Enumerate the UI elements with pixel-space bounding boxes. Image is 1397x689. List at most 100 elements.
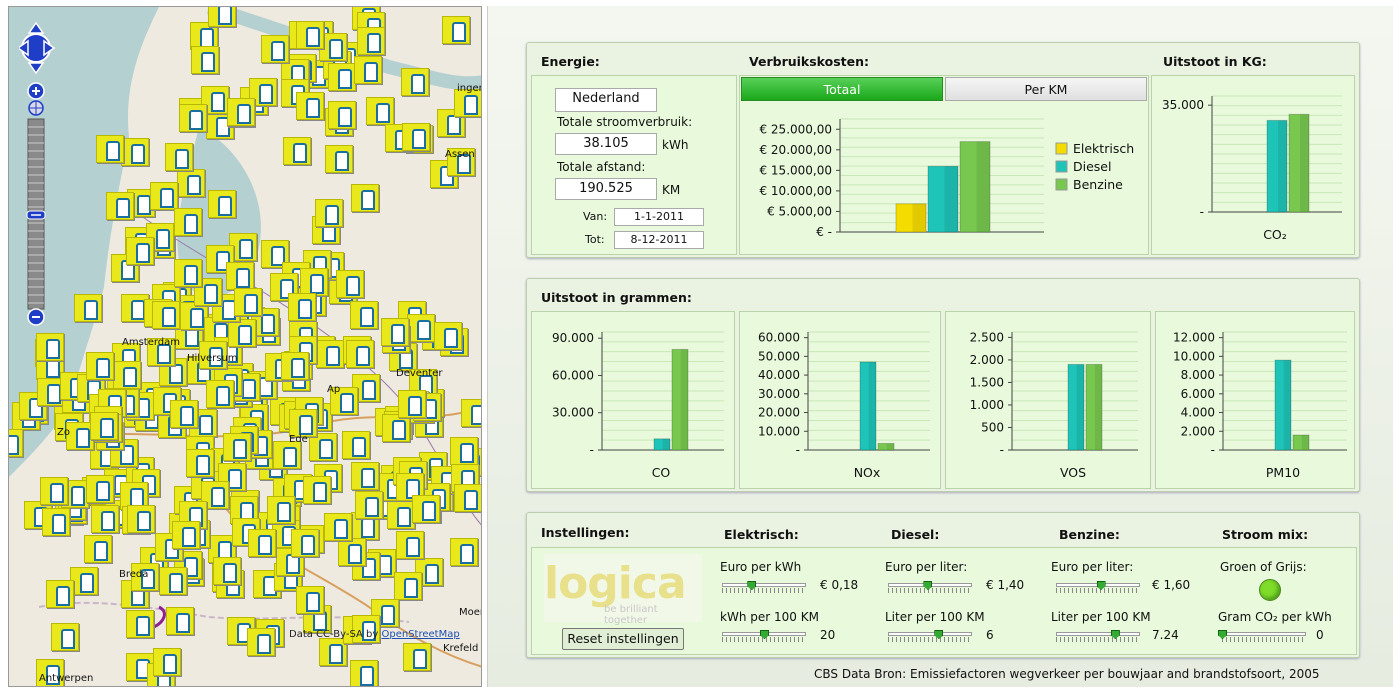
charging-station-marker[interactable] <box>351 461 380 490</box>
charging-station-marker[interactable] <box>9 429 24 458</box>
charging-station-marker[interactable] <box>382 413 411 442</box>
elektrisch-kwh-slider[interactable] <box>722 630 806 642</box>
charging-station-marker[interactable] <box>324 145 353 174</box>
charging-station-marker[interactable] <box>395 530 424 559</box>
charging-station-marker[interactable] <box>365 97 394 126</box>
charging-station-marker[interactable] <box>171 520 200 549</box>
charging-station-marker[interactable] <box>449 437 478 466</box>
charging-station-marker[interactable] <box>177 169 206 198</box>
van-date-field[interactable]: 1-1-2011 <box>614 208 704 226</box>
charging-station-marker[interactable] <box>401 123 430 152</box>
charging-station-marker[interactable] <box>323 512 352 541</box>
elektrisch-euro-slider[interactable] <box>722 581 806 593</box>
charging-station-marker[interactable] <box>207 7 236 28</box>
charging-station-marker[interactable] <box>337 537 366 566</box>
charging-station-marker[interactable] <box>36 332 65 361</box>
charging-station-marker[interactable] <box>296 21 325 50</box>
charging-station-marker[interactable] <box>89 412 118 441</box>
charging-station-marker[interactable] <box>318 638 347 667</box>
charging-station-marker[interactable] <box>441 15 470 44</box>
charging-station-marker[interactable] <box>295 92 324 121</box>
charging-station-marker[interactable] <box>227 319 256 348</box>
charging-station-marker[interactable] <box>174 208 203 237</box>
charging-station-marker[interactable] <box>84 534 113 563</box>
charging-station-marker[interactable] <box>205 244 234 273</box>
charging-station-marker[interactable] <box>282 137 311 166</box>
charging-station-marker[interactable] <box>354 490 383 519</box>
charging-station-marker[interactable] <box>308 432 337 461</box>
charging-station-marker[interactable] <box>370 599 399 628</box>
charging-station-marker[interactable] <box>411 494 440 523</box>
charging-station-marker[interactable] <box>120 138 149 167</box>
charging-station-marker[interactable] <box>350 183 379 212</box>
charging-station-marker[interactable] <box>434 322 463 351</box>
zoom-in-button[interactable] <box>27 82 45 100</box>
charging-station-marker[interactable] <box>153 648 182 677</box>
openstreetmap-link[interactable]: OpenStreetMap <box>381 629 460 640</box>
charging-station-marker[interactable] <box>346 339 374 368</box>
charging-station-marker[interactable] <box>66 422 94 451</box>
charging-station-marker[interactable] <box>41 507 70 536</box>
benzine-euro-slider[interactable] <box>1056 581 1140 593</box>
stroomverbruik-field[interactable]: 38.105 <box>555 133 657 155</box>
slider-thumb[interactable] <box>1096 581 1106 590</box>
charging-station-marker[interactable] <box>169 400 198 429</box>
charging-station-marker[interactable] <box>40 477 69 506</box>
charging-station-marker[interactable] <box>36 658 65 686</box>
slider-thumb[interactable] <box>1218 630 1227 639</box>
charging-station-marker[interactable] <box>302 475 331 504</box>
charging-station-marker[interactable] <box>436 109 465 138</box>
charging-station-marker[interactable] <box>149 181 178 210</box>
charging-station-marker[interactable] <box>453 88 481 117</box>
tot-date-field[interactable]: 8-12-2011 <box>614 231 704 249</box>
tab-per-km[interactable]: Per KM <box>945 77 1147 101</box>
charging-station-marker[interactable] <box>226 98 255 127</box>
map-view[interactable]: Amsterdam Hilversum Deventer Breda Antwe… <box>8 6 482 687</box>
slider-thumb[interactable] <box>1110 630 1120 639</box>
charging-station-marker[interactable] <box>446 147 475 176</box>
charging-station-marker[interactable] <box>191 46 220 75</box>
charging-station-marker[interactable] <box>105 192 134 221</box>
charging-station-marker[interactable] <box>267 495 296 524</box>
charging-station-marker[interactable] <box>350 301 379 330</box>
charging-station-marker[interactable] <box>200 481 229 510</box>
charging-station-marker[interactable] <box>400 67 429 96</box>
charging-station-marker[interactable] <box>272 441 301 470</box>
zoom-world-icon[interactable] <box>28 100 44 116</box>
charging-station-marker[interactable] <box>223 432 252 461</box>
charging-station-marker[interactable] <box>126 610 155 639</box>
charging-station-marker[interactable] <box>295 586 324 615</box>
charging-station-marker[interactable] <box>51 622 80 651</box>
charging-station-marker[interactable] <box>314 199 343 228</box>
charging-station-marker[interactable] <box>147 337 176 366</box>
groen-grijs-toggle[interactable] <box>1259 579 1281 601</box>
charging-station-marker[interactable] <box>179 301 208 330</box>
charging-station-marker[interactable] <box>174 259 203 288</box>
charging-station-marker[interactable] <box>95 135 124 164</box>
charging-station-marker[interactable] <box>291 529 320 558</box>
slider-thumb[interactable] <box>760 630 769 639</box>
charging-station-marker[interactable] <box>186 449 215 478</box>
charging-station-marker[interactable] <box>300 267 329 296</box>
charging-station-marker[interactable] <box>74 293 103 322</box>
charging-station-marker[interactable] <box>356 26 385 55</box>
slider-thumb[interactable] <box>934 630 944 639</box>
pan-up-icon[interactable] <box>27 21 45 34</box>
pan-left-icon[interactable] <box>16 39 29 57</box>
charging-station-marker[interactable] <box>85 475 114 504</box>
charging-station-marker[interactable] <box>146 223 175 252</box>
charging-station-marker[interactable] <box>327 101 356 130</box>
charging-station-marker[interactable] <box>159 566 188 595</box>
charging-station-marker[interactable] <box>199 341 228 370</box>
charging-station-marker[interactable] <box>393 571 422 600</box>
slider-thumb[interactable] <box>923 581 933 590</box>
charging-station-marker[interactable] <box>166 606 195 635</box>
charging-station-marker[interactable] <box>70 567 99 595</box>
charging-station-marker[interactable] <box>125 236 154 265</box>
charging-station-marker[interactable] <box>342 430 371 459</box>
charging-station-marker[interactable] <box>247 627 276 656</box>
charging-station-marker[interactable] <box>127 504 156 533</box>
charging-station-marker[interactable] <box>111 253 140 282</box>
charging-station-marker[interactable] <box>151 300 180 329</box>
region-field[interactable]: Nederland <box>555 88 657 112</box>
